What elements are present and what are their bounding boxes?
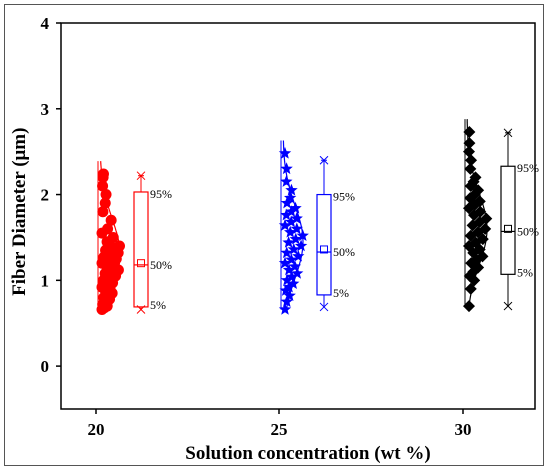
series-group: 95% 50% 5% <box>278 140 355 315</box>
data-point <box>278 146 292 159</box>
outlier-x <box>136 305 146 314</box>
data-point <box>282 263 296 276</box>
data-point <box>292 249 305 262</box>
x-axis-title: Solution concentration (wt %) <box>185 443 430 464</box>
data-point <box>284 191 297 204</box>
axis-ticks: 0 1 2 3 4 20 25 30 <box>41 14 472 439</box>
chart-svg: 0 1 2 3 4 20 25 30 95% 50% 5% 95% 50% 5% 95% 50% 5% Sol… <box>9 14 539 464</box>
mean-marker <box>137 259 145 268</box>
data-point <box>99 197 111 209</box>
outlier-x <box>503 301 513 311</box>
percentile-label: 95% <box>333 190 355 204</box>
data-point <box>278 218 292 231</box>
percentile-label: 5% <box>333 286 349 300</box>
data-point <box>97 180 109 192</box>
data-point <box>287 277 300 289</box>
data-point <box>287 243 300 255</box>
percentile-label: 50% <box>150 258 172 272</box>
data-point <box>279 284 292 296</box>
data-point <box>290 222 303 235</box>
data-point <box>469 171 482 184</box>
x-tick-label: 25 <box>271 420 288 439</box>
y-tick-label: 2 <box>41 186 50 205</box>
plot-border <box>60 22 536 410</box>
y-axis-title: Fiber Diameter (μm) <box>9 128 30 296</box>
y-tick-label: 0 <box>41 357 50 376</box>
data-point <box>463 145 475 158</box>
data-point <box>285 205 298 217</box>
x-tick-label: 20 <box>88 420 105 439</box>
data-point <box>97 168 109 180</box>
data-point <box>294 239 308 252</box>
box <box>316 193 332 296</box>
data-point <box>97 206 109 218</box>
data-point <box>280 162 293 175</box>
series-group: 95% 50% 5% <box>463 119 539 313</box>
data-point <box>463 300 475 313</box>
data-point <box>280 246 293 259</box>
data-point <box>278 303 292 315</box>
mean-marker <box>504 224 512 233</box>
box <box>133 191 149 308</box>
mean-marker <box>320 245 328 254</box>
percentile-label: 95% <box>517 161 539 175</box>
data-point <box>283 289 296 301</box>
plot-frame <box>60 22 536 410</box>
data-point <box>479 222 492 235</box>
data-layer: 95% 50% 5% 95% 50% 5% 95% 50% 5% <box>96 119 539 315</box>
outlier-x <box>319 302 329 312</box>
data-point <box>290 212 303 224</box>
data-point <box>463 125 476 138</box>
data-point <box>107 231 119 243</box>
data-point <box>289 232 302 245</box>
data-point <box>480 212 493 225</box>
data-point <box>285 215 298 228</box>
data-point <box>463 137 476 150</box>
box <box>500 165 516 275</box>
data-point <box>280 208 293 221</box>
percentile-label: 5% <box>517 265 533 279</box>
data-point <box>288 260 302 272</box>
data-point <box>282 280 296 293</box>
data-point <box>285 270 298 283</box>
data-point <box>285 253 298 265</box>
data-point <box>291 267 304 279</box>
y-tick-label: 4 <box>41 14 50 33</box>
data-point <box>113 240 125 252</box>
data-point <box>465 154 478 167</box>
data-point <box>474 205 487 218</box>
data-point <box>284 225 297 238</box>
percentile-label: 50% <box>517 224 539 238</box>
data-point <box>285 183 298 196</box>
data-point <box>100 189 112 201</box>
series-group: 95% 50% 5% <box>96 161 172 315</box>
data-point <box>105 214 117 226</box>
data-point <box>278 256 292 269</box>
data-point <box>280 295 293 307</box>
data-point <box>102 223 114 235</box>
percentile-label: 5% <box>150 298 166 312</box>
y-tick-label: 3 <box>41 100 50 119</box>
data-point <box>282 236 295 248</box>
percentile-label: 50% <box>333 245 355 259</box>
chart-frame: 0 1 2 3 4 20 25 30 95% 50% 5% 95% 50% 5% 95% 50% 5% Sol… <box>4 4 544 466</box>
data-point <box>464 162 477 175</box>
x-tick-label: 30 <box>455 420 472 439</box>
data-point <box>280 273 294 286</box>
y-tick-label: 1 <box>41 271 50 290</box>
data-point <box>289 201 302 214</box>
data-point <box>296 229 309 241</box>
percentile-label: 95% <box>150 187 172 201</box>
data-point <box>280 175 293 187</box>
